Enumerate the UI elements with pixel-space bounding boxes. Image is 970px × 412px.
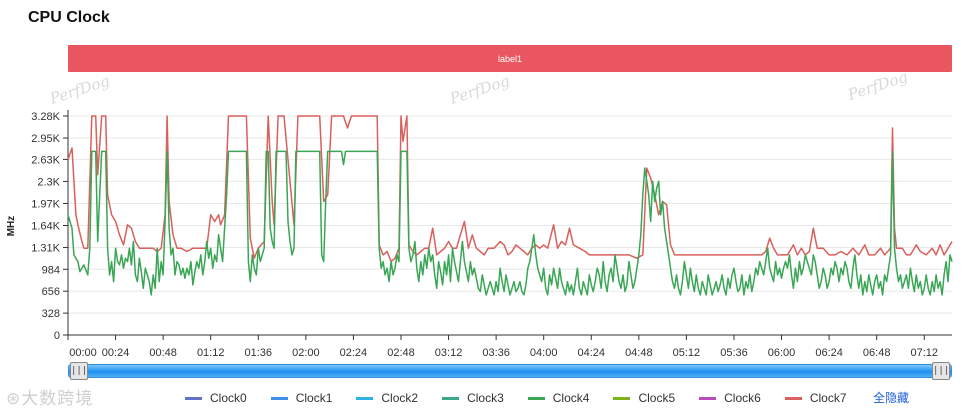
x-tick-label: 05:36: [720, 347, 748, 359]
y-tick-label: 984: [42, 264, 60, 276]
y-axis-label: MHz: [6, 216, 17, 237]
y-tick-label: 2.63K: [31, 154, 60, 166]
grip-icon: |||: [933, 366, 950, 376]
x-tick-label: 05:12: [673, 347, 701, 359]
legend-label: Clock5: [638, 391, 676, 405]
legend-item-clock0[interactable]: Clock0: [185, 391, 247, 405]
y-tick-label: 2.3K: [37, 176, 60, 188]
legend-label: Clock3: [467, 391, 504, 405]
legend-label: Clock4: [552, 391, 590, 405]
watermark-text: PerfDog: [447, 72, 512, 108]
x-tick-label: 02:24: [340, 347, 368, 359]
slider-handle-right[interactable]: |||: [932, 362, 950, 380]
y-tick-label: 656: [42, 286, 60, 298]
label-bar[interactable]: label1: [68, 45, 952, 72]
x-tick-label: 00:24: [102, 347, 130, 359]
legend-item-clock1[interactable]: Clock1: [270, 391, 333, 405]
y-tick-label: 1.31K: [31, 243, 60, 255]
legend-label: Clock6: [724, 391, 761, 405]
legend-item-clock6[interactable]: Clock6: [699, 391, 761, 405]
x-tick-label: 07:12: [910, 347, 938, 359]
x-tick-label: 01:36: [245, 347, 273, 359]
x-tick-label: 04:24: [577, 347, 605, 359]
y-tick-label: 2.95K: [31, 133, 60, 145]
x-tick-label: 02:48: [387, 347, 415, 359]
slider-handle-left[interactable]: |||: [70, 362, 88, 380]
grip-icon: |||: [71, 366, 88, 376]
legend-item-clock5[interactable]: Clock5: [613, 391, 675, 405]
legend-label: Clock1: [295, 391, 333, 405]
logo-text: 大数跨境: [21, 389, 94, 409]
legend: Clock0 Clock1 Clock2 Clock3 Clock4 Clock5 Cloc…: [185, 389, 871, 407]
y-tick-label: 3.28K: [31, 111, 60, 123]
x-tick-label: 01:12: [197, 347, 225, 359]
x-tick-label: 02:00: [292, 347, 320, 359]
legend-label: Clock2: [381, 391, 419, 405]
watermark-text: PerfDog: [47, 72, 112, 108]
logo: ⊛大数跨境: [6, 384, 93, 409]
legend-swatch: [527, 396, 545, 400]
chart-title: CPU Clock: [28, 9, 110, 26]
legend-item-clock7[interactable]: Clock7: [784, 391, 847, 405]
x-tick-label: 06:48: [863, 347, 891, 359]
range-slider-track[interactable]: [68, 364, 952, 378]
legend-item-clock2[interactable]: Clock2: [356, 391, 418, 405]
legend-item-clock4[interactable]: Clock4: [527, 391, 590, 405]
legend-swatch: [185, 396, 202, 400]
legend-swatch: [784, 396, 802, 400]
legend-swatch: [699, 396, 717, 400]
series-line-clock4: [67, 150, 953, 296]
logo-icon: ⊛: [6, 389, 22, 409]
x-tick-label: 00:48: [149, 347, 177, 359]
legend-label: Clock7: [809, 391, 847, 405]
hide-all-button[interactable]: 全隐藏: [873, 391, 910, 405]
x-tick-label: 03:12: [435, 347, 463, 359]
y-tick-label: 1.64K: [31, 221, 60, 233]
series-line-clock7: [67, 115, 953, 263]
legend-label: Clock0: [210, 391, 247, 405]
legend-swatch: [270, 396, 288, 400]
legend-item-clock3[interactable]: Clock3: [442, 391, 504, 405]
x-tick-label: 00:00: [69, 347, 97, 359]
legend-swatch: [356, 396, 374, 400]
legend-swatch: [613, 396, 631, 400]
x-tick-label: 06:00: [768, 347, 796, 359]
x-tick-label: 03:36: [482, 347, 510, 359]
x-tick-label: 04:48: [625, 347, 653, 359]
y-tick-label: 0: [54, 330, 60, 342]
x-tick-label: 04:00: [530, 347, 558, 359]
legend-swatch: [442, 396, 460, 400]
y-tick-label: 328: [42, 308, 60, 320]
y-tick-label: 1.97K: [31, 198, 60, 210]
watermark-text: PerfDog: [845, 68, 910, 104]
x-tick-label: 06:24: [815, 347, 843, 359]
